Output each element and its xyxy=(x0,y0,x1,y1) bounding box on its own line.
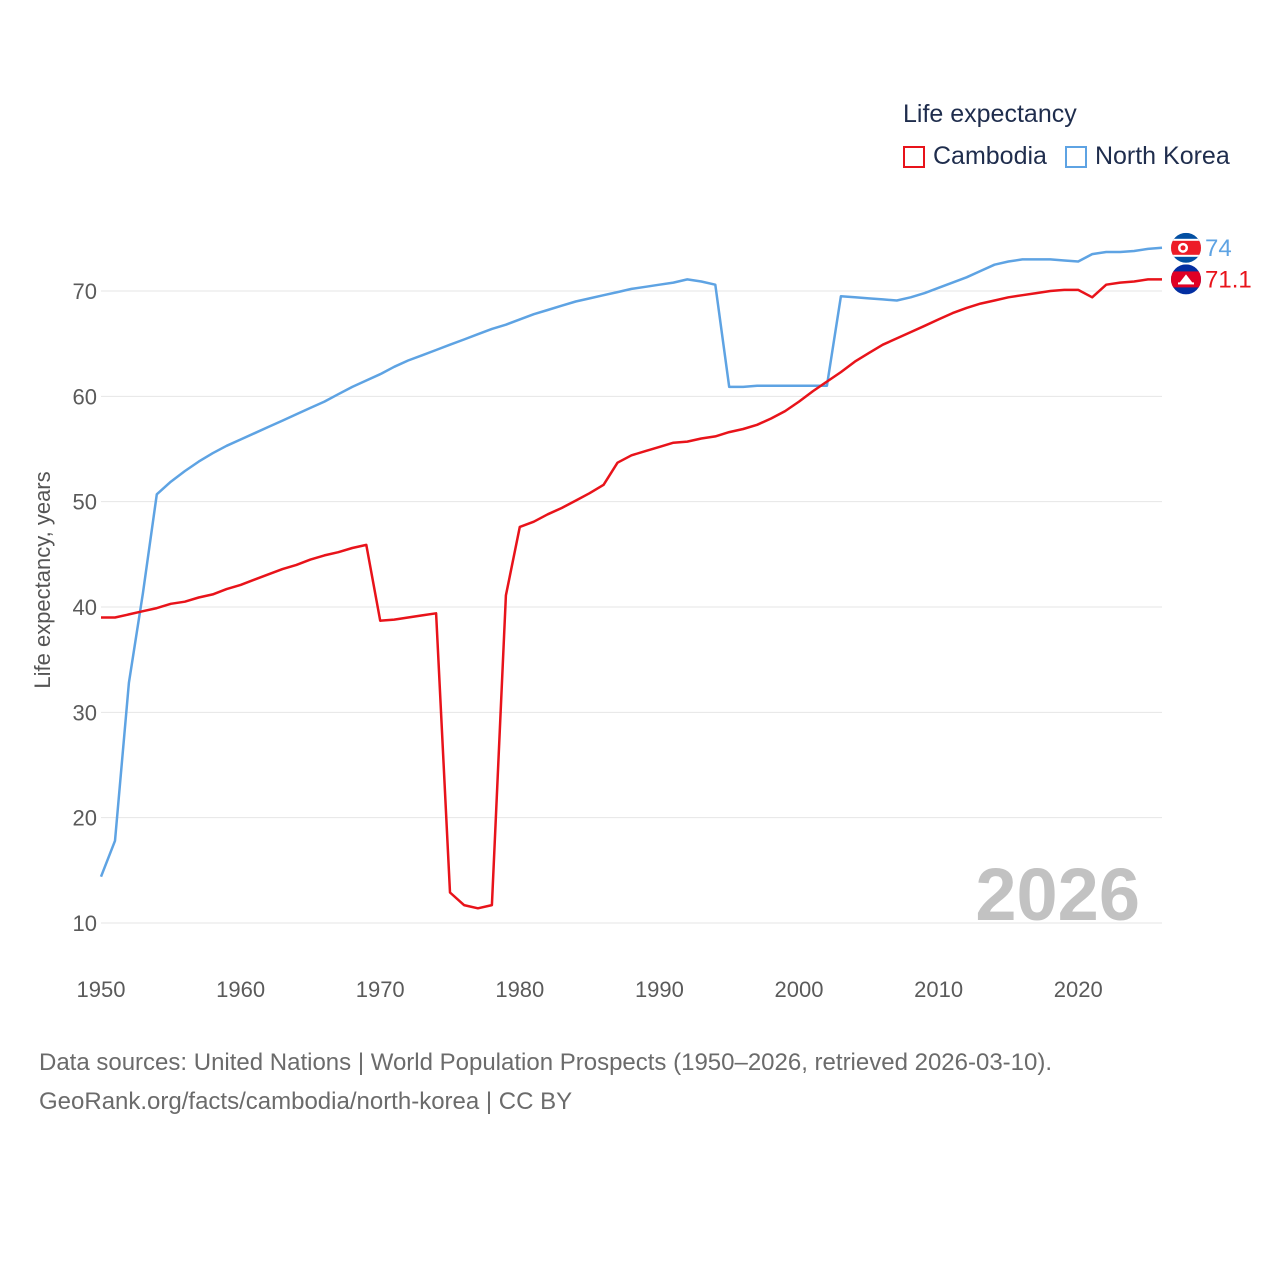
source-note: Data sources: United Nations | World Pop… xyxy=(39,1043,1052,1121)
series-lines xyxy=(99,246,1163,910)
x-tick-label: 1980 xyxy=(495,977,544,1002)
x-tick-label: 1970 xyxy=(356,977,405,1002)
source-line-data: Data sources: United Nations | World Pop… xyxy=(39,1049,1053,1076)
y-tick-label: 60 xyxy=(73,384,97,409)
end-label-north-korea: 74 xyxy=(1205,235,1232,262)
legend: Cambodia North Korea xyxy=(903,142,1248,171)
y-tick-label: 40 xyxy=(73,595,97,620)
grid-lines xyxy=(101,290,1162,924)
y-tick-label: 10 xyxy=(73,911,97,936)
legend-label-north-korea: North Korea xyxy=(1094,142,1230,170)
x-tick-label: 1990 xyxy=(635,977,684,1002)
end-markers: 74 71.1 xyxy=(1171,232,1252,295)
series-line-north-korea[interactable] xyxy=(99,246,1163,878)
end-label-cambodia: 71.1 xyxy=(1205,266,1252,293)
y-tick-label: 20 xyxy=(73,806,97,831)
y-tick-label: 70 xyxy=(73,279,97,304)
y-axis-label: Life expectancy, years xyxy=(30,471,55,688)
legend-title: Life expectancy xyxy=(903,100,1077,128)
legend-label-cambodia: Cambodia xyxy=(933,142,1047,170)
x-tick-label: 2010 xyxy=(914,977,963,1002)
current-year-watermark: 2026 xyxy=(975,853,1140,936)
series-line-cambodia[interactable] xyxy=(101,278,1162,910)
legend-swatch-cambodia xyxy=(903,145,925,168)
x-tick-label: 1950 xyxy=(77,977,126,1002)
y-axis-ticks: 10 20 30 40 50 60 70 xyxy=(73,279,97,936)
cambodia-flag-icon xyxy=(1171,264,1201,295)
legend-item-cambodia[interactable]: Cambodia xyxy=(903,142,1047,171)
x-tick-label: 2020 xyxy=(1054,977,1103,1002)
x-tick-label: 2000 xyxy=(775,977,824,1002)
x-tick-label: 1960 xyxy=(216,977,265,1002)
legend-item-north-korea[interactable]: North Korea xyxy=(1064,142,1230,171)
source-line-link[interactable]: GeoRank.org/facts/cambodia/north-korea |… xyxy=(39,1088,573,1115)
north-korea-flag-icon xyxy=(1171,232,1201,263)
y-tick-label: 30 xyxy=(73,700,97,725)
legend-swatch-north-korea xyxy=(1064,145,1087,168)
y-tick-label: 50 xyxy=(73,490,97,515)
x-axis-ticks: 1950 1960 1970 1980 1990 2000 2010 2020 xyxy=(77,977,1103,1002)
